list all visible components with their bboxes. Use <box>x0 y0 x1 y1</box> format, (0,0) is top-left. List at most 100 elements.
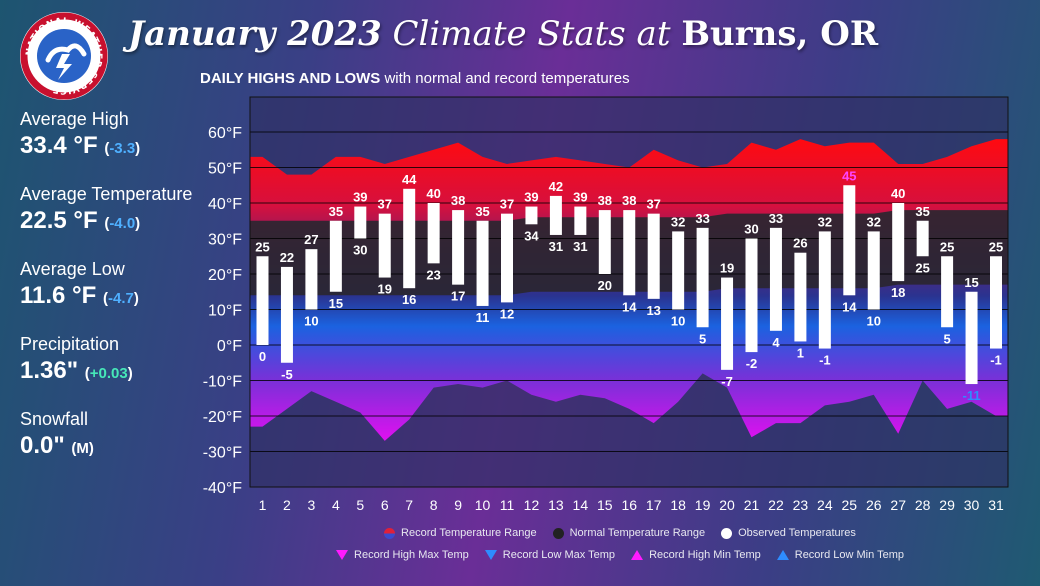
high-label: 25 <box>255 239 269 254</box>
x-tick-label: 28 <box>915 497 931 513</box>
legend-label: Record Temperature Range <box>401 527 537 539</box>
subtitle-rest: with normal and record temperatures <box>384 70 630 87</box>
legend-label: Record Low Min Temp <box>794 549 904 561</box>
low-label: 23 <box>426 267 440 282</box>
low-label: -5 <box>281 367 293 382</box>
stat-average-high: Average High 33.4 °F (-3.3) <box>20 108 200 183</box>
low-label: 1 <box>797 345 804 360</box>
low-label: 15 <box>329 296 343 311</box>
high-label: 15 <box>964 275 978 290</box>
x-tick-label: 16 <box>621 497 637 513</box>
legend-record-high-max: Record High Max Temp <box>336 549 469 561</box>
y-tick-label: 20°F <box>208 267 242 284</box>
low-label: 30 <box>353 243 367 258</box>
triangle-up-icon <box>776 550 789 560</box>
normal-range-swatch <box>552 527 564 539</box>
high-label: 38 <box>451 193 465 208</box>
stat-value: 33.4 °F <box>20 132 98 159</box>
x-tick-label: 7 <box>405 497 413 513</box>
stat-departure: -3.3 <box>109 140 136 157</box>
low-label: -1 <box>819 353 831 368</box>
high-label: 32 <box>818 214 832 229</box>
observed-bar <box>280 266 293 363</box>
chart-subtitle: DAILY HIGHS AND LOWS with normal and rec… <box>200 70 630 87</box>
high-label: 37 <box>378 197 392 212</box>
low-label: 5 <box>943 331 950 346</box>
high-label: 25 <box>989 239 1003 254</box>
y-tick-label: 30°F <box>208 232 242 249</box>
stat-average-temperature: Average Temperature 22.5 °F (-4.0) <box>20 183 200 258</box>
legend-record-low-max: Record Low Max Temp <box>484 549 616 561</box>
high-label: 38 <box>598 193 612 208</box>
x-tick-label: 27 <box>890 497 906 513</box>
observed-bar <box>745 238 758 353</box>
low-label: -2 <box>746 356 758 371</box>
observed-bar <box>574 206 587 235</box>
high-label: 40 <box>891 186 905 201</box>
y-tick-label: 50°F <box>208 161 242 178</box>
observed-bar <box>696 227 709 328</box>
x-tick-label: 3 <box>308 497 316 513</box>
high-label: 26 <box>793 236 807 251</box>
y-tick-label: 0°F <box>217 338 242 355</box>
x-tick-label: 21 <box>744 497 760 513</box>
x-tick-label: 18 <box>670 497 686 513</box>
legend-label: Record Low Max Temp <box>502 549 616 561</box>
x-tick-label: 2 <box>283 497 291 513</box>
observed-bar <box>256 256 269 345</box>
observed-bar <box>476 220 489 306</box>
observed-bar <box>598 210 611 274</box>
high-label: 39 <box>353 190 367 205</box>
x-tick-label: 4 <box>332 497 340 513</box>
stat-departure: -4.0 <box>109 215 136 232</box>
low-label: 0 <box>259 349 266 364</box>
stat-departure: M <box>76 440 89 457</box>
y-tick-label: -20°F <box>203 409 243 426</box>
legend-record-high-min: Record High Min Temp <box>631 549 761 561</box>
x-tick-label: 15 <box>597 497 613 513</box>
stat-label: Average High <box>20 109 129 129</box>
subtitle-bold: DAILY HIGHS AND LOWS <box>200 70 381 87</box>
low-label: 34 <box>524 228 539 243</box>
stat-average-low: Average Low 11.6 °F (-4.7) <box>20 258 200 333</box>
observed-bar <box>427 203 440 264</box>
stat-value: 22.5 °F <box>20 207 98 234</box>
x-tick-label: 1 <box>259 497 267 513</box>
triangle-down-icon <box>484 550 497 560</box>
x-tick-label: 30 <box>964 497 980 513</box>
low-label: 10 <box>304 314 318 329</box>
y-tick-label: 40°F <box>208 196 242 213</box>
stat-label: Precipitation <box>20 334 120 354</box>
stat-value: 11.6 °F <box>20 282 97 309</box>
high-label: 32 <box>671 214 685 229</box>
high-label: 37 <box>500 197 514 212</box>
x-tick-label: 6 <box>381 497 389 513</box>
low-label: 17 <box>451 289 465 304</box>
x-tick-label: 20 <box>719 497 735 513</box>
observed-bar <box>549 195 562 235</box>
high-label: 33 <box>695 211 709 226</box>
observed-bar <box>305 249 318 310</box>
high-label: 25 <box>940 239 954 254</box>
high-label: 38 <box>622 193 636 208</box>
x-tick-label: 29 <box>939 497 955 513</box>
low-label: -11 <box>963 388 981 403</box>
stat-departure: +0.03 <box>89 365 128 382</box>
x-tick-label: 23 <box>793 497 809 513</box>
low-label: 11 <box>476 310 490 325</box>
stat-label: Average Temperature <box>20 184 193 204</box>
observed-bar <box>965 291 978 385</box>
stat-precipitation: Precipitation 1.36" (+0.03) <box>20 333 200 408</box>
high-label: 27 <box>304 232 318 247</box>
low-label: 14 <box>622 299 637 314</box>
observed-bar <box>721 277 734 370</box>
high-label: 35 <box>475 204 489 219</box>
x-tick-label: 14 <box>573 497 589 513</box>
legend-label: Record High Min Temp <box>649 549 761 561</box>
low-label: -1 <box>990 353 1002 368</box>
x-tick-label: 17 <box>646 497 662 513</box>
y-tick-label: 10°F <box>208 303 242 320</box>
legend-observed: Observed Temperatures <box>721 527 856 539</box>
observed-bar <box>941 256 954 328</box>
